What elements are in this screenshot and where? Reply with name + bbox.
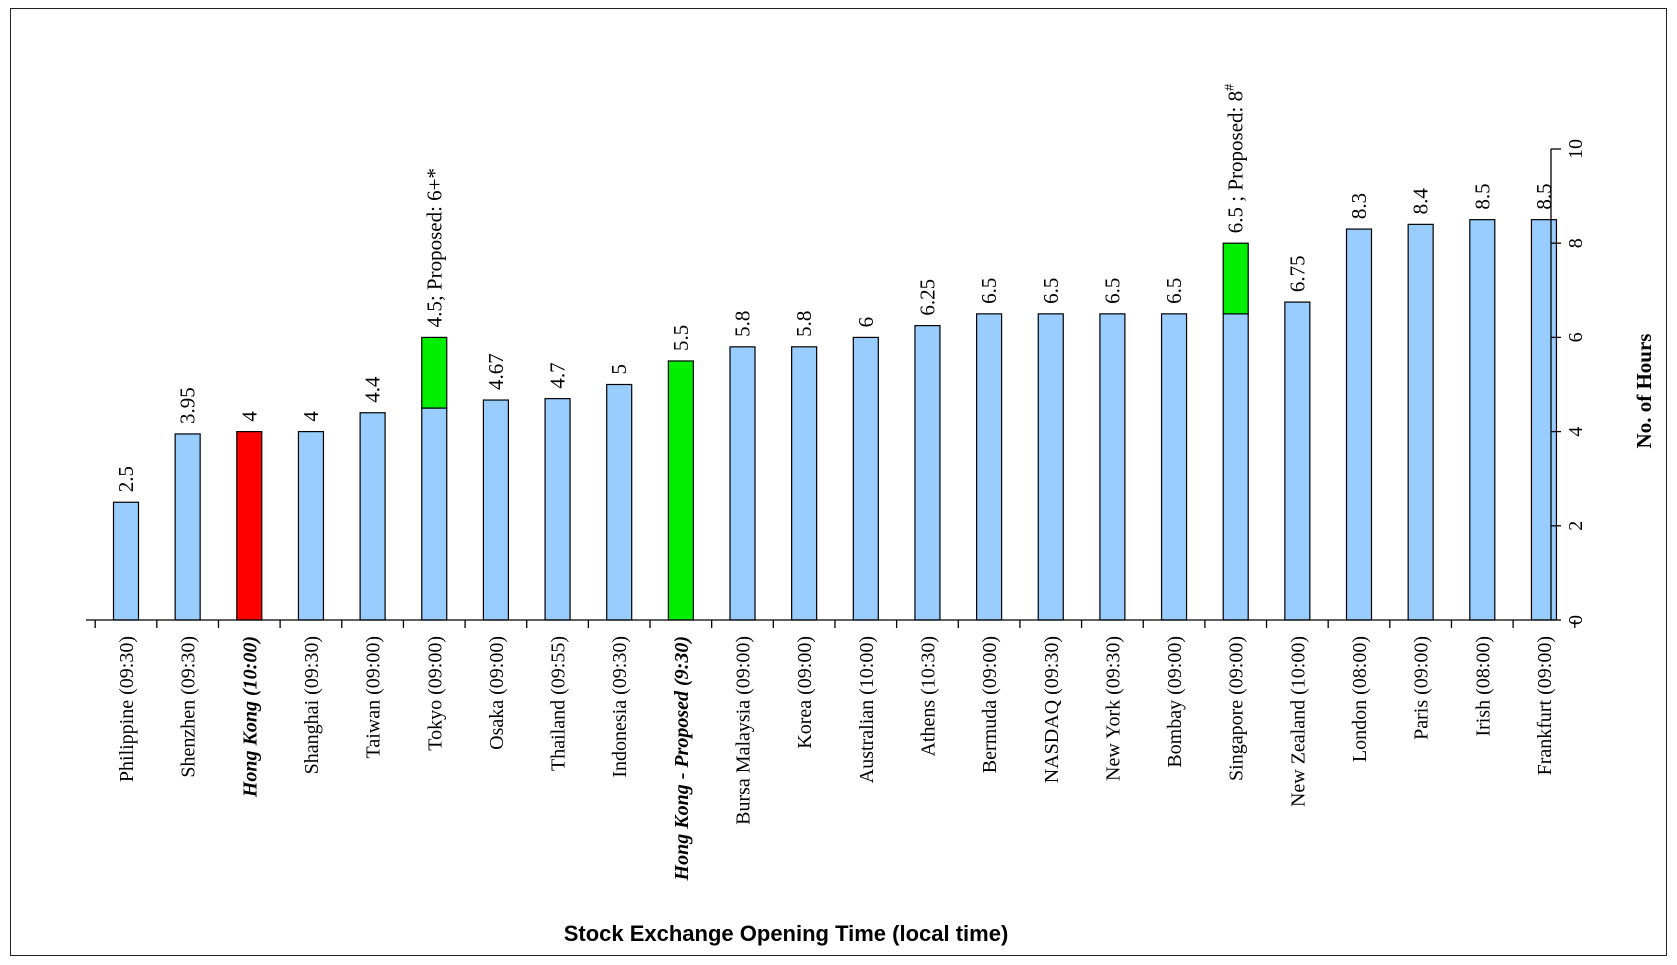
value-label-1: 2.5 xyxy=(114,466,138,492)
y-tick-label-0: 0 xyxy=(1565,615,1587,625)
value-label-17: 6.5 xyxy=(1100,278,1124,304)
category-label-6: Tokyo (09:00) xyxy=(424,636,446,751)
category-label-2: Shenzhen (09:30) xyxy=(178,636,200,778)
axes-layer: 0 2 4 6 8 10 xyxy=(86,139,1587,628)
category-label-24: Frankfurt (09:00) xyxy=(1534,636,1556,775)
category-labels-layer: Philippine (09:30) Shenzhen (09:30) Hong K… xyxy=(116,636,1556,881)
bar-8 xyxy=(544,398,571,621)
category-label-20: New Zealand (10:00) xyxy=(1287,636,1309,807)
bar-21 xyxy=(1345,228,1373,621)
category-label-8: Thailand (09:55) xyxy=(548,636,570,771)
value-label-7: 4.67 xyxy=(484,353,508,390)
category-label-22: Paris (09:00) xyxy=(1411,636,1433,740)
bar-4 xyxy=(297,431,325,621)
category-label-11: Bursa Malaysia (09:00) xyxy=(733,636,755,825)
category-label-15: Bermuda (09:00) xyxy=(979,636,1001,773)
bar-5 xyxy=(359,412,386,621)
category-label-13: Australian (10:00) xyxy=(856,636,878,783)
value-label-20: 6.75 xyxy=(1285,255,1309,292)
value-label-21: 8.3 xyxy=(1347,193,1371,219)
value-label-3: 4 xyxy=(237,411,261,422)
value-label-4: 4 xyxy=(299,411,323,422)
value-label-12: 5.8 xyxy=(792,311,816,337)
value-label-14: 6.25 xyxy=(915,279,939,316)
value-label-2: 3.95 xyxy=(176,387,200,424)
value-label-18: 6.5 xyxy=(1162,278,1186,304)
category-label-5: Taiwan (09:00) xyxy=(363,636,385,758)
y-tick-label-2: 2 xyxy=(1565,521,1587,531)
category-label-10: Hong Kong - Proposed (9:30) xyxy=(671,636,693,881)
bars-layer xyxy=(112,219,1558,621)
value-label-23: 8.5 xyxy=(1470,183,1494,209)
y-tick-label-8: 8 xyxy=(1565,238,1587,248)
y-tick-label-6: 6 xyxy=(1565,332,1587,342)
value-labels-layer: 2.5 3.95 4 4 4.4 4.5; Proposed: 6+* 4.67 4.7 5 5.… xyxy=(114,84,1556,492)
value-label-8: 4.7 xyxy=(546,362,570,388)
bar-24 xyxy=(1530,219,1558,621)
value-label-6: 4.5; Proposed: 6+* xyxy=(422,168,446,327)
value-label-11: 5.8 xyxy=(731,311,755,337)
category-label-1: Philippine (09:30) xyxy=(116,636,138,782)
bar-15 xyxy=(975,313,1003,621)
category-label-7: Osaka (09:00) xyxy=(486,636,508,750)
bar-7 xyxy=(482,399,509,621)
bar-3 xyxy=(236,431,263,621)
proposed-extension-bar-19 xyxy=(1222,242,1249,315)
value-label-5: 4.4 xyxy=(361,376,385,403)
chart-frame: 2.5 3.95 4 4 4.4 4.5; Proposed: 6+* 4.67 4.7 5 5.… xyxy=(10,8,1667,956)
value-label-24: 8.5 xyxy=(1532,183,1556,209)
category-label-17: New York (09:30) xyxy=(1102,636,1124,781)
category-label-16: NASDAQ (09:30) xyxy=(1041,636,1063,783)
bar-12 xyxy=(791,346,818,621)
bar-23 xyxy=(1469,219,1496,621)
bar-1 xyxy=(112,501,140,621)
bar-14 xyxy=(914,325,941,621)
bar-16 xyxy=(1037,313,1064,621)
y-tick-label-10: 10 xyxy=(1565,139,1587,159)
category-label-14: Athens (10:30) xyxy=(917,636,939,757)
bar-6 xyxy=(421,407,448,621)
value-label-15: 6.5 xyxy=(977,278,1001,304)
value-label-22: 8.4 xyxy=(1409,188,1433,215)
value-label-13: 6 xyxy=(854,317,878,328)
value-label-19: 6.5 ; Proposed: 8# xyxy=(1223,84,1248,233)
category-label-21: London (08:00) xyxy=(1349,636,1371,762)
bar-10 xyxy=(667,360,694,621)
bar-19 xyxy=(1222,313,1249,621)
category-label-4: Shanghai (09:30) xyxy=(301,636,323,774)
category-label-18: Bombay (09:00) xyxy=(1164,636,1186,768)
bar-9 xyxy=(606,383,633,621)
bar-2 xyxy=(174,433,201,621)
bar-17 xyxy=(1099,313,1126,621)
y-axis-title: No. of Hours xyxy=(1632,334,1656,449)
bar-18 xyxy=(1160,313,1188,621)
value-label-9: 5 xyxy=(607,364,631,375)
category-label-9: Indonesia (09:30) xyxy=(609,636,631,778)
bar-chart: 2.5 3.95 4 4 4.4 4.5; Proposed: 6+* 4.67 4.7 5 5.… xyxy=(86,84,1656,946)
bar-20 xyxy=(1284,301,1311,621)
value-label-10: 5.5 xyxy=(669,325,693,351)
y-tick-label-4: 4 xyxy=(1565,427,1587,437)
value-label-16: 6.5 xyxy=(1039,278,1063,304)
bar-22 xyxy=(1407,223,1434,621)
category-label-19: Singapore (09:00) xyxy=(1226,636,1248,781)
category-label-12: Korea (09:00) xyxy=(794,636,816,749)
proposed-extension-bar-6 xyxy=(421,336,448,409)
x-axis-title: Stock Exchange Opening Time (local time) xyxy=(564,921,1009,946)
bar-13 xyxy=(852,336,879,621)
bar-11 xyxy=(729,346,756,621)
category-label-23: Irish (08:00) xyxy=(1472,636,1494,737)
category-label-3: Hong Kong (10:00) xyxy=(239,636,261,798)
